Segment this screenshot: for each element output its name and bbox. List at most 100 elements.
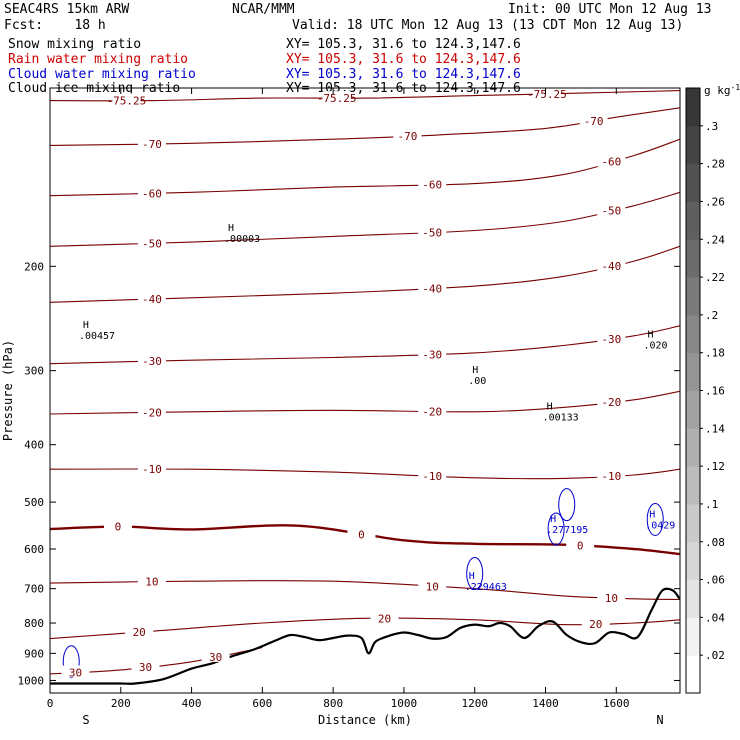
contour-label-bg xyxy=(112,93,141,106)
y-tick-label: 500 xyxy=(24,496,44,509)
x-tick-label: 0 xyxy=(47,697,54,710)
colorbar-tick-label: .24 xyxy=(705,233,725,246)
x-tick-label: 1600 xyxy=(603,697,630,710)
contour-label: -40 xyxy=(142,293,162,306)
colorbar-tick-label: .18 xyxy=(705,347,725,360)
colorbar-tick-label: .08 xyxy=(705,536,725,549)
colorbar-tick-label: .14 xyxy=(705,422,725,435)
y-tick-label: 400 xyxy=(24,439,44,452)
contour-label: -75.25 xyxy=(527,88,567,101)
colorbar-tick-label: .22 xyxy=(705,271,725,284)
header-fcst: Fcst: 18 h xyxy=(4,18,106,33)
contour-label-bg xyxy=(131,660,160,673)
contour-label-bg xyxy=(137,292,166,305)
contour-label: -50 xyxy=(142,237,162,250)
x-tick-label: 400 xyxy=(182,697,202,710)
y-tick-label: 900 xyxy=(24,647,44,660)
x-tick-label: 800 xyxy=(323,697,343,710)
colorbar-swatch xyxy=(686,428,700,467)
colorbar-tick-label: .12 xyxy=(705,460,725,473)
contour-label-bg xyxy=(137,236,166,249)
field-snow-name: Snow mixing ratio xyxy=(8,37,142,52)
cloud-water-contours xyxy=(62,488,664,679)
colorbar-tick-label: .16 xyxy=(705,385,725,398)
high-marker: H xyxy=(472,365,478,376)
colorbar-swatch xyxy=(686,617,700,656)
colorbar-tick-label: .3 xyxy=(705,120,718,133)
contour-label: -60 xyxy=(422,179,442,192)
high-value: .0429 xyxy=(645,521,675,532)
colorbar-tick-label: .02 xyxy=(705,649,725,662)
colorbar-tick-label: .26 xyxy=(705,195,725,208)
contour-line-8 xyxy=(50,524,680,556)
colorbar-swatch xyxy=(686,466,700,505)
colorbar-swatch xyxy=(686,201,700,240)
colorbar: g kg-1 .02 .04 .06 .08 .1 .12 .14 .16 .18 .2 .22 .2… xyxy=(685,83,740,694)
header-org: NCAR/MMM xyxy=(232,2,295,17)
contour-label-bg xyxy=(137,405,166,418)
high-marker: H xyxy=(550,514,556,525)
contour-line-0 xyxy=(50,90,680,102)
contour-label-bg xyxy=(137,136,166,149)
high-marker: H xyxy=(83,320,89,331)
field-snow-xy: XY= 105.3, 31.6 to 124.3,147.6 xyxy=(286,37,521,52)
high-value: .229463 xyxy=(465,582,507,593)
high-value: .020 xyxy=(643,340,667,351)
contour-label-bg xyxy=(347,527,376,540)
high-marker: H xyxy=(547,402,553,413)
contour-label-bg xyxy=(579,113,608,126)
high-value: .277195 xyxy=(546,525,588,536)
high-value: .00133 xyxy=(543,413,579,424)
x-tick-label: 1400 xyxy=(532,697,559,710)
contour-label: -30 xyxy=(142,355,162,368)
contour-label-bg xyxy=(597,203,626,216)
contour-label: -10 xyxy=(601,470,621,483)
contour-label: -60 xyxy=(601,156,621,169)
header-init: Init: 00 UTC Mon 12 Aug 13 xyxy=(508,2,712,17)
y-tick-label: 300 xyxy=(24,365,44,378)
contour-label-bg xyxy=(597,395,626,408)
contour-label: -20 xyxy=(142,406,162,419)
high-marker: H xyxy=(649,510,655,521)
y-tick-label: 200 xyxy=(24,260,44,273)
colorbar-swatch xyxy=(686,277,700,316)
colorbar-swatch xyxy=(686,352,700,391)
contour-label: 0 xyxy=(577,540,584,553)
colorbar-swatch xyxy=(686,125,700,165)
y-tick-label: 800 xyxy=(24,617,44,630)
axes: Distance (km) Pressure (hPa) S N 0 200 400… xyxy=(1,88,680,727)
cloud-water-contour-3 xyxy=(558,488,576,522)
contour-label: -50 xyxy=(601,205,621,218)
contour-label-bg xyxy=(597,154,626,167)
contour-label-bg xyxy=(566,538,595,551)
contour-label: 20 xyxy=(133,626,146,639)
cloud-water-contour-0 xyxy=(62,645,80,679)
y-axis-label: Pressure (hPa) xyxy=(1,340,15,441)
colorbar-swatch xyxy=(686,579,700,618)
contour-label-bg xyxy=(418,469,447,482)
high-marker: H xyxy=(469,571,475,582)
y-tick-label: 700 xyxy=(24,583,44,596)
contour-label-bg xyxy=(137,354,166,367)
contour-label-bg xyxy=(532,86,561,99)
contour-label-bg xyxy=(137,574,166,587)
contour-label: -60 xyxy=(142,187,162,200)
colorbar-tick-label: .2 xyxy=(705,309,718,322)
contour-label-bg xyxy=(393,129,422,142)
contour-label-bg xyxy=(201,649,230,662)
colorbar-tick-label: .04 xyxy=(705,611,725,624)
colorbar-swatch xyxy=(686,88,700,127)
header-model: SEAC4RS 15km ARW xyxy=(4,2,130,17)
contour-label: -70 xyxy=(398,130,418,143)
contour-label-bg xyxy=(597,331,626,344)
contour-label: -50 xyxy=(422,226,442,239)
contour-label: -40 xyxy=(422,282,442,295)
contour-label: 0 xyxy=(358,528,365,541)
colorbar-tick-label: .1 xyxy=(705,498,718,511)
colorbar-tick-label: .28 xyxy=(705,158,725,171)
colorbar-unit-base: g kg xyxy=(704,84,731,97)
contour-label: -40 xyxy=(601,260,621,273)
high-value: .00 xyxy=(468,376,486,387)
field-cloudwater-xy: XY= 105.3, 31.6 to 124.3,147.6 xyxy=(286,67,521,82)
